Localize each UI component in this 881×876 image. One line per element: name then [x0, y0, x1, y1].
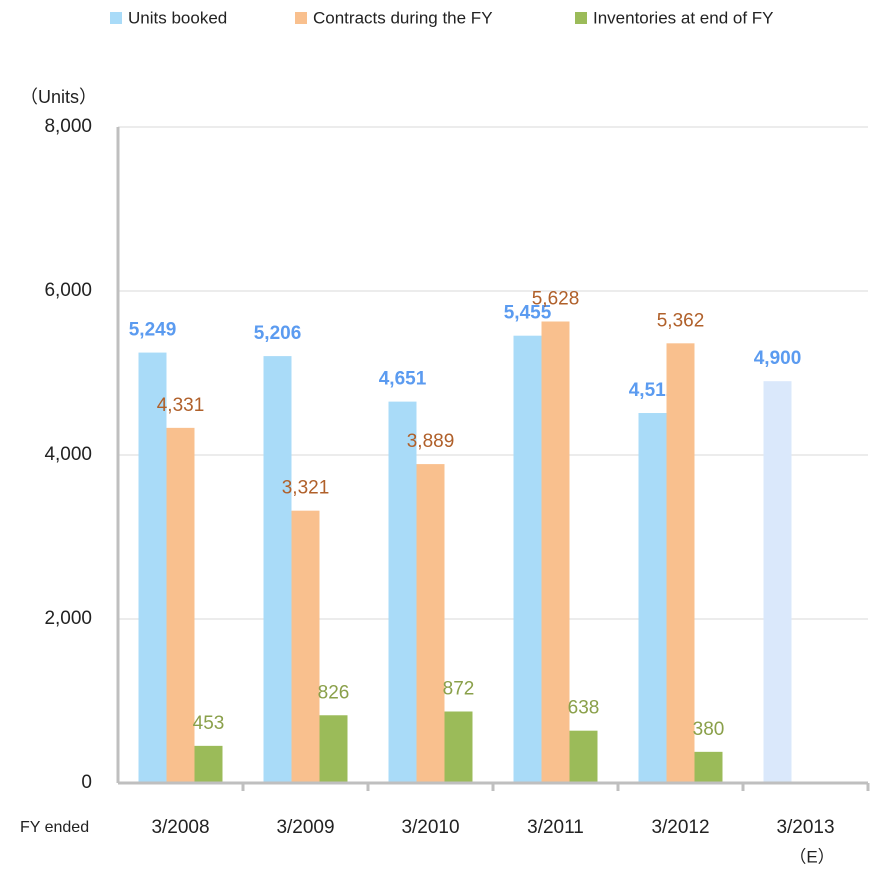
x-axis-label: FY ended: [20, 819, 89, 836]
y-axis-label: （Units）: [20, 87, 97, 107]
legend-label: Inventories at end of FY: [593, 8, 774, 27]
y-tick-label: 0: [81, 772, 92, 793]
legend-swatch: [110, 12, 122, 24]
bar: [444, 711, 473, 783]
bar: [319, 715, 348, 783]
x-tick-label: 3/2009: [276, 817, 334, 838]
data-label: 4,900: [754, 348, 802, 369]
data-label: 826: [318, 682, 350, 703]
bar: [638, 413, 667, 783]
data-label: 5,249: [129, 320, 177, 341]
data-label: 5,455: [504, 303, 552, 324]
data-label: 5,362: [657, 310, 705, 331]
data-label: 638: [568, 698, 600, 719]
y-tick-label: 4,000: [44, 444, 92, 465]
legend-swatch: [575, 12, 587, 24]
data-label: 5,206: [254, 323, 302, 344]
y-tick-label: 8,000: [44, 116, 92, 137]
legend-label: Contracts during the FY: [313, 8, 493, 27]
data-label: 4,512: [629, 380, 677, 401]
bar: [569, 730, 598, 783]
bar: [763, 381, 792, 783]
legend-swatch: [295, 12, 307, 24]
data-label: 4,651: [379, 369, 427, 390]
data-label: 380: [693, 719, 725, 740]
bar: [694, 751, 723, 783]
bar: [513, 335, 542, 783]
bar: [541, 321, 570, 783]
y-tick-label: 2,000: [44, 608, 92, 629]
bar: [388, 401, 417, 783]
legend-label: Units booked: [128, 8, 227, 27]
data-label: 872: [443, 679, 475, 700]
data-label: 3,321: [282, 478, 330, 499]
bar: [194, 745, 223, 783]
bar: [666, 343, 695, 783]
bar: [166, 427, 195, 783]
x-tick-label: 3/2011: [527, 817, 584, 838]
data-label: 3,889: [407, 431, 455, 452]
bar: [263, 356, 292, 783]
x-tick-label: 3/2012: [651, 817, 709, 838]
data-label: 5,628: [532, 289, 580, 310]
data-label: 453: [193, 713, 225, 734]
x-tick-label: 3/2010: [401, 817, 459, 838]
annotation: （E）: [789, 847, 834, 866]
bar: [416, 464, 445, 783]
x-tick-label: 3/2013: [776, 817, 834, 838]
data-label: 4,331: [157, 395, 205, 416]
bar: [291, 510, 320, 783]
y-tick-label: 6,000: [44, 280, 92, 301]
bar: [138, 352, 167, 783]
x-tick-label: 3/2008: [151, 817, 209, 838]
